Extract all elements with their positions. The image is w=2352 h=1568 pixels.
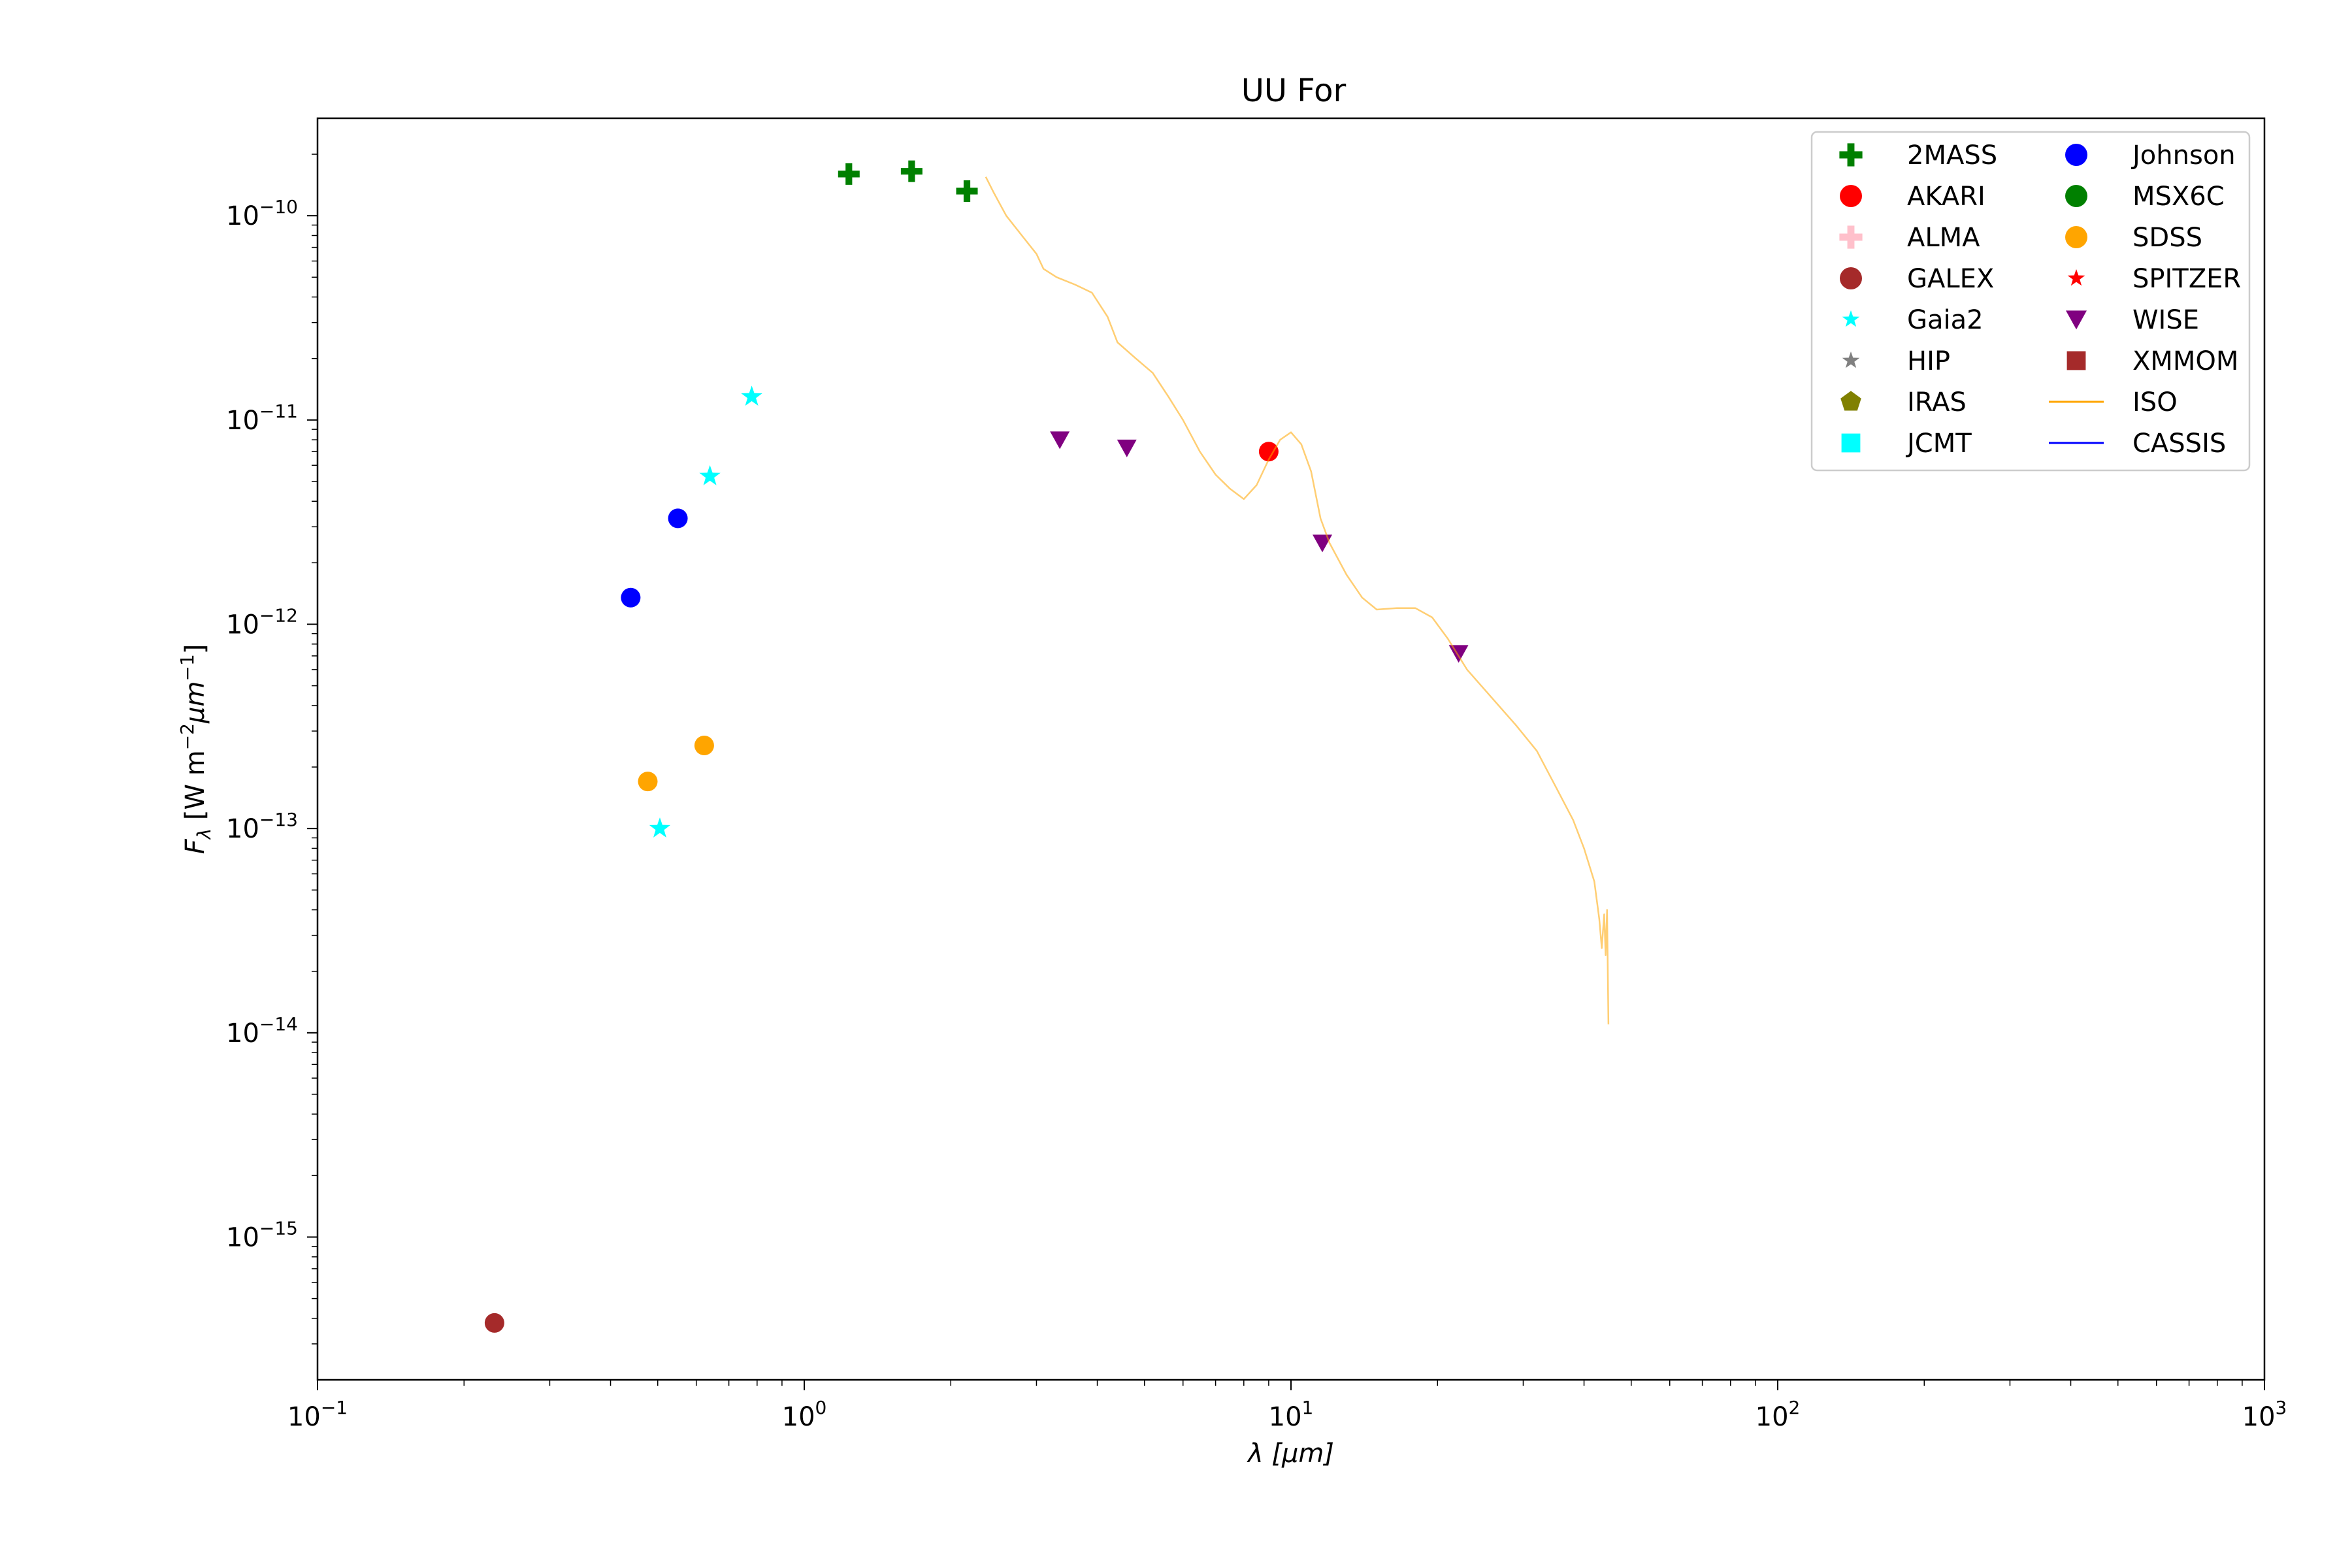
point-johnson-1 (668, 508, 688, 529)
point-sdss-1 (694, 736, 714, 756)
series-iso-line (985, 176, 1610, 1024)
point-sdss-0 (638, 772, 658, 792)
legend-marker-sdss (2065, 226, 2087, 248)
point-gaia2-0 (649, 817, 671, 838)
y-tick-label-2: 10−12 (226, 604, 298, 640)
legend-marker-wise (2066, 310, 2087, 330)
legend-label-sdss: SDSS (2132, 223, 2202, 253)
legend-label-galex: GALEX (1907, 264, 1994, 294)
legend-marker-alma (1839, 225, 1863, 249)
legend: 2MASS AKARI ALMA GALEX Gaia2 HIP IRAS JCMT Johns… (1810, 131, 2251, 472)
legend-label-alma: ALMA (1907, 223, 1980, 253)
plot-area (484, 160, 1610, 1333)
legend-marker-2mass (1839, 143, 1863, 167)
legend-label-wise: WISE (2132, 305, 2199, 335)
point-wise-0 (1050, 431, 1070, 449)
legend-label-hip: HIP (1907, 346, 1950, 376)
y-tick-label-3: 10−13 (226, 809, 298, 844)
axes: 10−1 100 101 102 103 10−10 10−11 10−12 10−13 10−1… (176, 117, 2287, 1469)
legend-label-msx6c: MSX6C (2132, 182, 2225, 212)
y-tick-label-4: 10−14 (226, 1013, 298, 1049)
point-gaia2-1 (699, 465, 721, 485)
x-tick-label-1: 100 (782, 1397, 827, 1432)
legend-label-johnson: Johnson (2131, 140, 2236, 171)
x-tick-label-3: 102 (1756, 1397, 1801, 1432)
point-gaia2-2 (741, 385, 762, 406)
point-wise-1 (1117, 439, 1137, 457)
x-tick-label-2: 101 (1269, 1397, 1314, 1432)
x-tick-label-4: 103 (2242, 1397, 2287, 1432)
legend-label-iras: IRAS (1907, 387, 1967, 417)
legend-marker-xmmom (2066, 351, 2086, 370)
point-2mass-0 (838, 163, 860, 185)
legend-label-jcmt: JCMT (1905, 429, 1972, 459)
legend-marker-jcmt (1841, 433, 1861, 453)
y-axis-label: Fλ [W m−2μm−1] (176, 644, 215, 855)
legend-marker-spitzer (2067, 269, 2085, 286)
legend-label-cassis: CASSIS (2132, 429, 2226, 459)
x-tick-label-0: 10−1 (287, 1397, 348, 1432)
legend-marker-johnson (2065, 144, 2087, 166)
x-axis-label: λ [μm] (1247, 1439, 1334, 1469)
point-johnson-0 (621, 587, 641, 608)
legend-marker-gaia2 (1842, 310, 1860, 327)
legend-label-akari: AKARI (1907, 182, 1985, 212)
legend-marker-iras (1840, 391, 1861, 411)
legend-label-iso: ISO (2132, 387, 2178, 417)
point-2mass-1 (900, 160, 923, 182)
legend-label-2mass: 2MASS (1907, 140, 1997, 171)
legend-marker-akari (1840, 185, 1862, 207)
legend-label-gaia2: Gaia2 (1907, 305, 1984, 335)
legend-label-xmmom: XMMOM (2132, 346, 2238, 376)
legend-marker-msx6c (2065, 185, 2087, 207)
legend-label-spitzer: SPITZER (2132, 264, 2241, 294)
point-akari-0 (1258, 442, 1279, 462)
chart-title: UU For (1241, 73, 1347, 109)
point-galex-0 (484, 1313, 504, 1333)
y-tick-label-5: 10−15 (226, 1217, 298, 1252)
legend-box (1810, 131, 2251, 472)
point-2mass-2 (956, 180, 978, 202)
y-tick-label-1: 10−11 (226, 400, 298, 436)
legend-marker-galex (1840, 267, 1862, 289)
legend-marker-hip (1842, 351, 1860, 368)
y-tick-label-0: 10−10 (226, 196, 298, 231)
